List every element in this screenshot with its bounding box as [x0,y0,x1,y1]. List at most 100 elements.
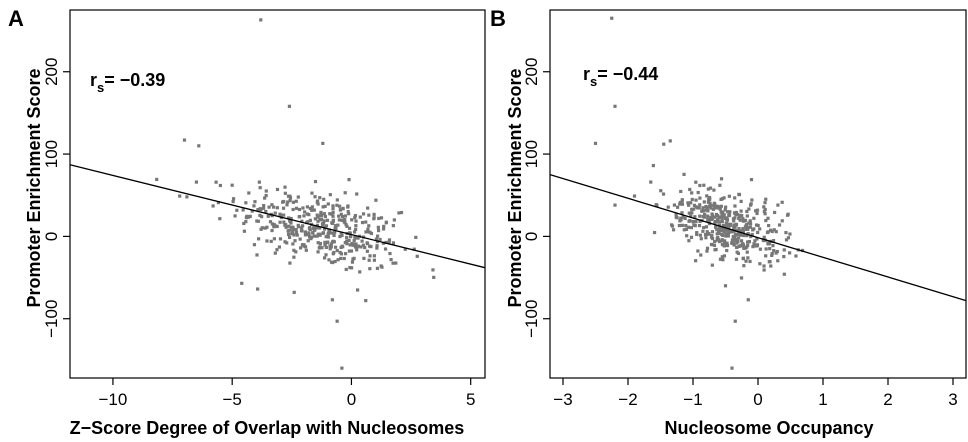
panel-a-data-point [321,223,325,227]
panel-b-data-point [717,238,721,242]
panel-a-data-point [216,201,220,205]
panel-b-data-point [758,247,763,251]
panel-a-data-point [316,202,320,206]
panel-b-data-point [713,239,717,244]
panel-b-data-point [746,225,750,230]
panel-b-data-point [613,104,617,108]
panel-b-data-point [699,253,703,257]
panel-b-data-point [741,227,745,231]
panel-b-data-point [739,276,744,280]
panel-a-data-point [321,205,325,209]
panel-b-data-point [690,197,694,202]
panel-a-data-point [197,144,201,148]
panel-a-data-point [275,206,279,210]
panel-b-data-point [746,232,750,236]
panel-b-data-point [613,203,617,207]
panel-a-data-point [282,220,286,224]
panel-b-data-point [697,223,702,228]
panel-a-data-point [375,246,379,250]
panel-b-data-point [737,192,741,196]
panel-b-data-point [745,214,749,218]
panel-a-data-point [384,240,388,245]
panel-b-data-point [720,239,724,243]
panel-b-data-point [761,238,765,242]
panel-a-data-point [292,248,296,252]
panel-a-data-point [303,233,308,237]
panel-a-data-point [414,235,418,239]
panel-b-data-point [770,253,774,257]
panel-a-data-point [392,218,396,222]
panel-b-data-point [719,210,723,214]
panel-a-data-point [298,237,302,241]
panel-a-data-point [316,232,320,236]
panel-b-data-point [715,204,719,208]
panel-b-data-point [736,251,741,256]
panel-a-data-point [341,207,345,211]
panel-b-y-axis-title: Promoter Enrichment Score [505,68,525,307]
panel-b-data-point [713,248,717,252]
panel-a-data-point [344,267,348,272]
panel-b-data-point [743,225,748,229]
panel-a-data-point [358,270,362,274]
panel-a-data-point [288,261,292,265]
panel-a-data-point [345,224,349,228]
panel-b-data-point [732,219,736,223]
panel-b-data-point [746,298,750,302]
panel-a-data-point [335,198,339,202]
panel-a-data-point [300,226,304,230]
panel-a-data-point [320,246,324,250]
panel-b-data-point [715,228,719,232]
panel-b-data-point [722,241,727,245]
panel-a-rs-subscript: s [97,80,104,95]
panel-a-data-point [351,257,355,261]
panel-b-data-point [751,228,755,232]
panel-b-y-tick-label: 200 [522,58,541,86]
panel-a-data-point [256,219,260,223]
panel-a-data-point [343,240,347,245]
panel-a-data-point [248,214,252,218]
panel-a-data-point [343,217,347,222]
panel-a-data-point [302,244,306,248]
panel-a-data-point [368,254,372,258]
panel-a-rs-value: = −0.39 [104,70,165,90]
panel-a-data-point [366,206,370,210]
panel-b-data-point [748,225,752,229]
panel-a-data-point [155,177,159,182]
panel-a-data-point [324,224,329,228]
panel-b-data-point [714,212,719,217]
panel-a-data-point [354,224,358,228]
panel-a-data-point [316,219,320,223]
panel-b-data-point [698,203,702,207]
panel-a-x-axis-title: Z−Score Degree of Overlap with Nucleosom… [70,418,465,438]
panel-a-data-point [311,230,315,235]
panel-b-letter: B [490,6,506,31]
panel-b-data-point [734,210,739,215]
panel-b-data-point [777,223,782,227]
panel-a-data-point [310,208,314,212]
panel-a-data-point [366,227,370,231]
panel-a-data-point [264,209,268,214]
panel-b-data-point [745,250,749,254]
panel-b-data-point [666,205,670,209]
panel-b-data-point [720,219,724,224]
panel-a-data-point [353,216,357,220]
panel-b-data-point [732,225,736,229]
panel-a-data-point [366,230,370,234]
panel-b-data-point [767,241,772,246]
panel-a-data-point [308,227,312,232]
panel-b-data-point [661,192,666,196]
panel-a-data-point [432,275,436,279]
panel-a-data-point [316,241,320,245]
panel-b-data-point [706,200,711,204]
panel-b-data-point [662,142,666,146]
panel-b-data-point [762,268,766,272]
panel-b-data-point [701,214,705,218]
panel-b-data-point [742,264,746,268]
panel-b-data-point [632,194,637,198]
panel-a-data-point [285,203,289,207]
panel-b-data-point [763,207,767,212]
panel-b-data-point [691,220,695,224]
panel-a-data-point [272,237,277,241]
panel-b-data-point [698,183,702,188]
panel-b-data-point [712,243,717,247]
